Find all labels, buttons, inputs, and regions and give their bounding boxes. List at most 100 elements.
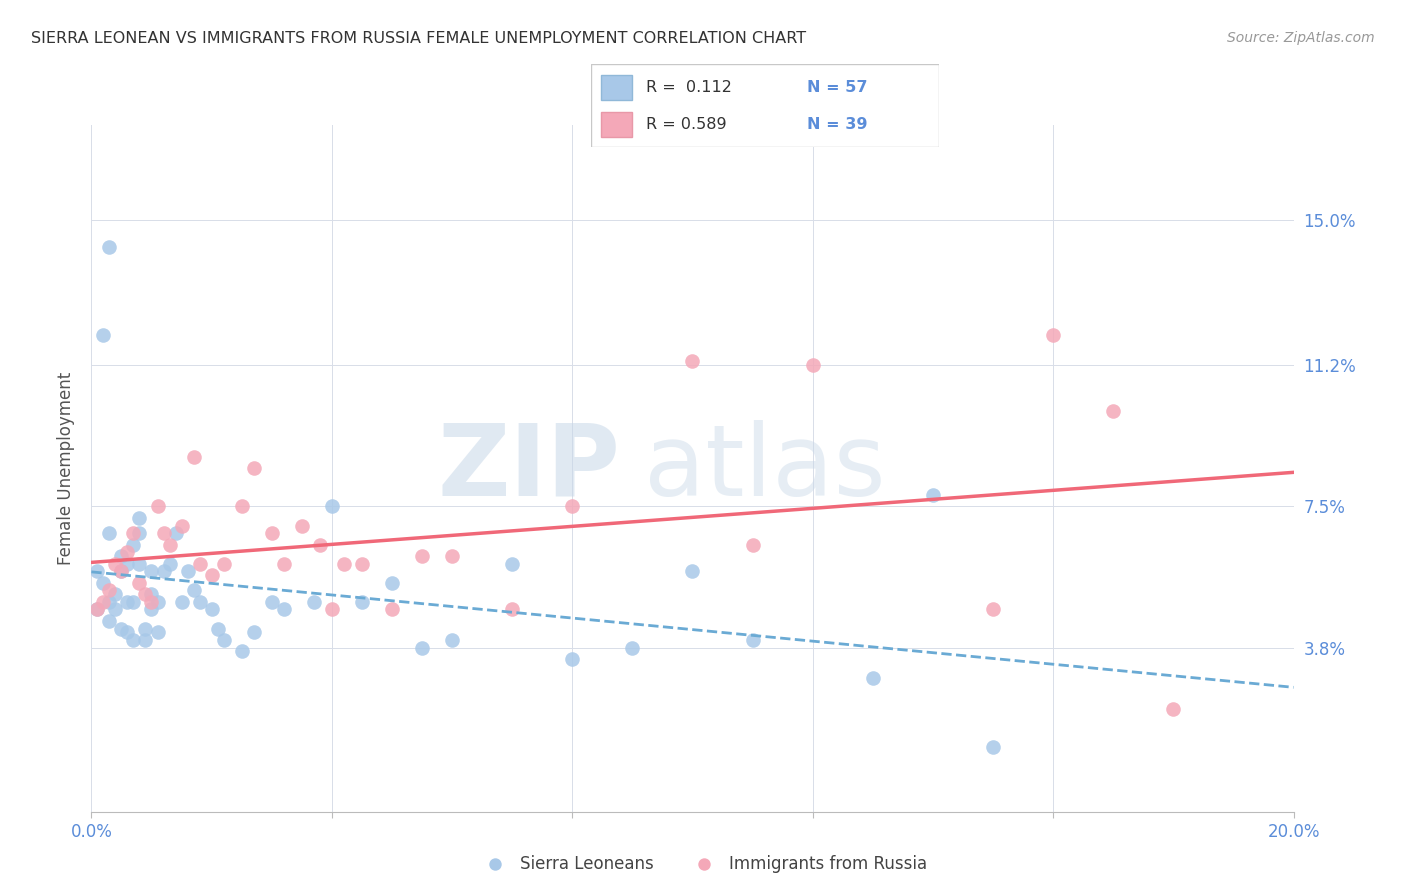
Point [165,526,187,541]
Point [501,557,523,571]
Point [188,595,211,609]
Point [333,557,356,571]
Point [117,545,139,559]
Point [308,538,330,552]
Point [122,538,145,552]
Legend: Sierra Leoneans, Immigrants from Russia: Sierra Leoneans, Immigrants from Russia [472,848,934,880]
Point [134,622,156,636]
Point [122,633,145,648]
Point [801,358,824,373]
Point [117,625,139,640]
Text: atlas: atlas [644,420,886,516]
Point [242,625,264,640]
Point [260,595,283,609]
Point [922,488,945,502]
Point [321,602,343,616]
Point [134,587,156,601]
Point [681,354,703,368]
Point [146,595,169,609]
Point [741,633,763,648]
Point [242,461,264,475]
Point [128,557,150,571]
Point [141,587,163,601]
Point [110,549,132,563]
Text: N = 57: N = 57 [807,80,868,95]
Point [86,602,108,616]
Point [117,595,139,609]
Point [152,526,174,541]
Point [104,557,127,571]
Point [104,602,127,616]
Point [381,602,404,616]
Point [128,511,150,525]
Point [273,557,295,571]
Point [188,557,211,571]
Point [501,602,523,616]
Point [411,549,433,563]
Point [291,518,314,533]
Point [93,327,115,342]
Point [152,565,174,579]
Point [183,450,205,464]
Point [170,595,193,609]
Point [321,500,343,514]
Point [207,622,229,636]
Point [561,652,583,666]
Point [98,526,121,541]
Point [98,595,121,609]
Bar [600,75,633,100]
Point [159,538,181,552]
Point [128,575,150,590]
Y-axis label: Female Unemployment: Female Unemployment [56,372,75,565]
Point [1102,404,1125,418]
Point [110,565,132,579]
Point [86,602,108,616]
Point [98,583,121,598]
Text: ZIP: ZIP [437,420,620,516]
Point [176,565,198,579]
Point [93,595,115,609]
Point [93,575,115,590]
Text: SIERRA LEONEAN VS IMMIGRANTS FROM RUSSIA FEMALE UNEMPLOYMENT CORRELATION CHART: SIERRA LEONEAN VS IMMIGRANTS FROM RUSSIA… [31,31,806,46]
Point [1042,327,1064,342]
Point [273,602,295,616]
Point [110,565,132,579]
Point [350,595,373,609]
Point [183,583,205,598]
Point [104,587,127,601]
Point [201,602,224,616]
Point [128,526,150,541]
Bar [600,112,633,137]
Point [440,633,463,648]
Point [440,549,463,563]
Point [98,240,121,254]
Point [231,500,253,514]
Point [117,557,139,571]
Point [981,602,1004,616]
Point [212,557,235,571]
Point [86,565,108,579]
Point [159,557,181,571]
Point [122,526,145,541]
Point [170,518,193,533]
Point [1161,701,1184,715]
Text: R =  0.112: R = 0.112 [647,80,733,95]
Point [561,500,583,514]
Point [141,602,163,616]
Point [110,622,132,636]
Text: R = 0.589: R = 0.589 [647,117,727,132]
Point [231,644,253,658]
Point [302,595,325,609]
Point [141,565,163,579]
FancyBboxPatch shape [591,64,939,147]
Point [981,739,1004,754]
Point [212,633,235,648]
Point [381,575,404,590]
Point [862,671,884,685]
Point [621,640,644,655]
Point [134,633,156,648]
Point [122,595,145,609]
Point [98,614,121,628]
Point [260,526,283,541]
Point [741,538,763,552]
